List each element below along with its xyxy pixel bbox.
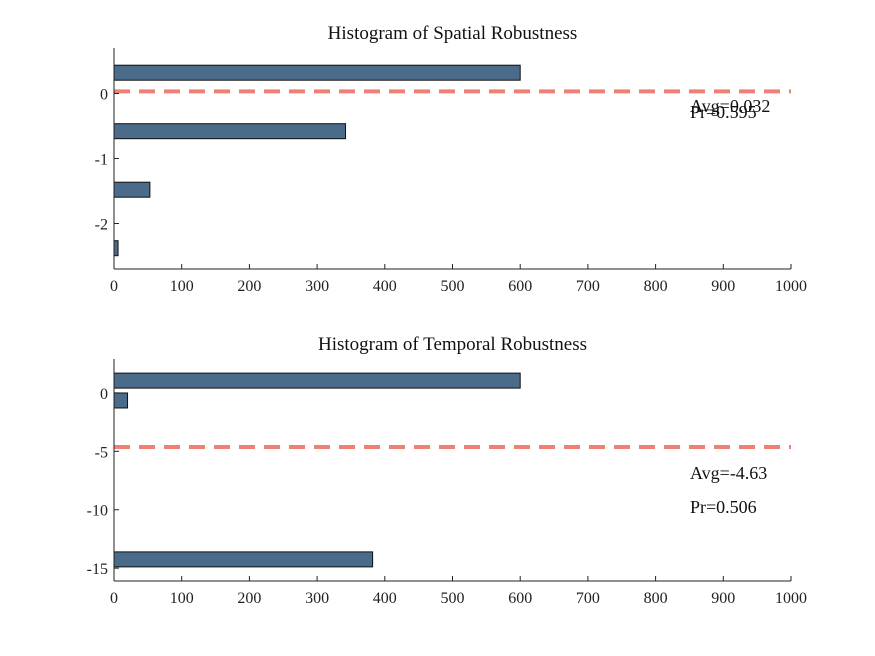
y-tick-label: -2 [95, 217, 108, 234]
x-tick-label: 0 [110, 278, 118, 295]
spatial-robustness-histogram: Histogram of Spatial Robustness 0 100 200 30… [95, 23, 807, 295]
histogram-bar [113, 181, 151, 198]
x-tick-label: 0 [110, 590, 118, 607]
x-tick-label: 500 [441, 590, 465, 607]
histogram-bar [113, 240, 119, 257]
x-tick-label: 300 [305, 278, 329, 295]
histogram-bar [113, 123, 347, 140]
x-tick-label: 300 [305, 590, 329, 607]
y-tick-label: -10 [87, 503, 108, 520]
x-tick-label: 100 [170, 278, 194, 295]
x-tick-label: 400 [373, 590, 397, 607]
y-tick-label: 0 [100, 87, 108, 104]
y-tick-label: -5 [95, 444, 108, 461]
histogram-bar [113, 372, 521, 389]
average-annotation: Avg=0.032 [690, 96, 770, 116]
y-tick-label: 0 [100, 386, 108, 403]
histogram-bar [113, 392, 129, 409]
y-tick-label: -15 [87, 561, 108, 578]
x-tick-label: 1000 [775, 590, 807, 607]
x-tick-label: 1000 [775, 278, 807, 295]
probability-annotation: Pr=0.506 [690, 497, 757, 517]
x-tick-label: 100 [170, 590, 194, 607]
x-tick-label: 900 [711, 278, 735, 295]
x-tick-label: 800 [644, 278, 668, 295]
x-tick-label: 700 [576, 590, 600, 607]
average-annotation: Avg=-4.63 [690, 463, 767, 483]
histogram-bar [113, 64, 521, 81]
x-tick-label: 600 [508, 590, 532, 607]
chart-title: Histogram of Spatial Robustness [328, 23, 578, 44]
x-tick-label: 900 [711, 590, 735, 607]
y-tick-label: -1 [95, 152, 108, 169]
x-tick-label: 200 [237, 278, 261, 295]
chart-title: Histogram of Temporal Robustness [318, 334, 587, 355]
x-tick-label: 200 [237, 590, 261, 607]
x-tick-label: 600 [508, 278, 532, 295]
x-tick-label: 500 [441, 278, 465, 295]
x-tick-label: 800 [644, 590, 668, 607]
x-tick-label: 700 [576, 278, 600, 295]
x-tick-label: 400 [373, 278, 397, 295]
temporal-robustness-histogram: Histogram of Temporal Robustness 0 100 200 3… [87, 334, 807, 607]
histogram-bar [113, 551, 374, 568]
probability-annotation: Pr=0.595 [690, 102, 757, 122]
